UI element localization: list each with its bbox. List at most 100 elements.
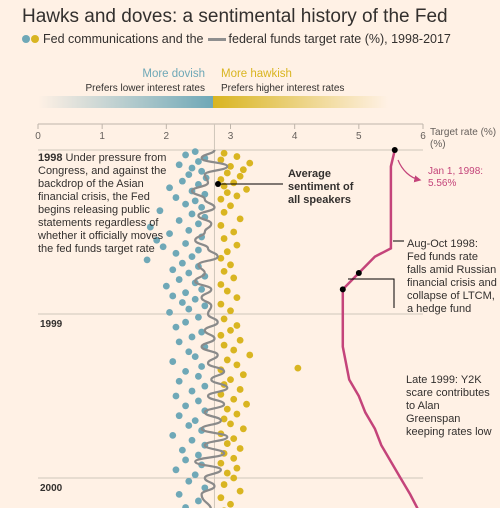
dovish-dot <box>198 328 206 336</box>
hawkish-dot <box>217 176 225 183</box>
year-label: 1999 <box>40 319 63 330</box>
dovish-dot <box>169 292 177 300</box>
dovish-dot <box>188 333 196 341</box>
dovish-dot <box>191 148 199 156</box>
dovish-dot <box>188 253 196 260</box>
dovish-dot <box>178 177 186 185</box>
legend-dovish-label: More dovish <box>142 68 205 80</box>
jan-label: Jan 1, 1998: 5.56% <box>428 166 484 189</box>
dovish-dot <box>185 226 193 234</box>
hawkish-dot <box>236 386 244 393</box>
legend-dovish-bar <box>38 96 213 108</box>
dovish-dot <box>178 446 186 454</box>
dovish-dot <box>191 417 199 424</box>
hawkish-dot <box>230 435 238 443</box>
dovish-dot <box>175 377 183 385</box>
dovish-dot <box>166 184 173 192</box>
dovish-dot <box>172 466 180 474</box>
hawkish-dot <box>236 172 244 180</box>
late1999-text: Late 1999: Y2K scare contributes to Alan… <box>406 374 492 438</box>
hawkish-dot <box>220 235 228 242</box>
dovish-dot <box>185 171 193 179</box>
hawkish-dot <box>220 341 228 349</box>
hawkish-dot <box>230 346 238 354</box>
dovish-dot <box>198 363 206 370</box>
hawkish-dot <box>236 445 244 452</box>
hawkish-dot <box>223 189 231 197</box>
dovish-dot <box>182 151 189 159</box>
dovish-dot <box>166 230 173 238</box>
dovish-dot <box>175 338 183 346</box>
dovish-dot <box>198 286 206 293</box>
average-label-line1: Average <box>288 168 331 180</box>
rate-line-swatch-icon <box>207 37 226 41</box>
hawkish-dot <box>217 156 225 164</box>
hawkish-dot <box>223 287 231 295</box>
hawkish-dot <box>294 364 302 372</box>
hawkish-dot <box>217 300 225 308</box>
intro-text: Under pressure from Congress, and agains… <box>38 152 167 255</box>
hawkish-dot <box>227 500 234 508</box>
x-axis-label: Target rate (%) <box>430 127 496 138</box>
hawkish-dot <box>223 405 231 413</box>
rate-callout-marker <box>391 147 398 153</box>
dovish-dot <box>175 217 183 224</box>
dovish-dot-icon <box>22 35 30 43</box>
hawkish-dot <box>220 315 228 323</box>
dovish-dot <box>172 392 180 400</box>
dovish-dot <box>175 412 183 420</box>
dovish-dot <box>198 204 206 211</box>
dovish-dot <box>195 497 202 505</box>
dovish-dot <box>188 387 196 395</box>
hawkish-dot <box>246 351 254 359</box>
dovish-dot <box>169 266 177 274</box>
dovish-dot <box>146 223 154 231</box>
rate-callout-marker <box>355 270 362 276</box>
dovish-dot <box>185 477 193 485</box>
dovish-dot <box>188 210 196 218</box>
hawkish-dot <box>217 195 225 203</box>
dovish-dot <box>182 456 189 464</box>
dovish-dot <box>169 431 177 439</box>
jan-callout-arrow <box>397 159 422 183</box>
dovish-dot <box>178 259 186 267</box>
hawkish-dot <box>236 215 244 223</box>
hawkish-dot <box>223 356 231 364</box>
subtitle-part1: Fed communications and the <box>43 32 204 46</box>
hawkish-dot <box>239 371 247 379</box>
dovish-dot <box>185 269 193 277</box>
dovish-dot <box>191 295 199 303</box>
dovish-dot <box>153 236 161 244</box>
hawkish-dot <box>233 153 241 160</box>
dovish-dot <box>175 276 183 283</box>
dovish-dot <box>195 451 202 459</box>
dovish-dot <box>175 161 183 169</box>
dovish-dot <box>182 289 189 297</box>
legend-hawkish-bar <box>213 96 388 108</box>
dovish-dot <box>185 348 193 356</box>
hawkish-dot <box>239 425 247 433</box>
hawkish-dot <box>230 228 238 236</box>
hawkish-dot <box>246 159 254 167</box>
dovish-dot <box>195 220 202 228</box>
hawkish-dot <box>220 481 228 488</box>
dovish-dot <box>159 243 167 251</box>
hawkish-dot-icon <box>31 35 39 43</box>
hawkish-dot <box>227 202 234 210</box>
hawkish-dot <box>233 410 241 418</box>
hawkish-dot <box>233 294 241 301</box>
late1999-note: Late 1999: Y2K scare contributes to Alan… <box>406 374 496 439</box>
average-label-line2: sentiment of <box>288 181 354 193</box>
average-sentiment-line <box>190 149 229 508</box>
dovish-dot <box>182 240 189 247</box>
hawkish-dot <box>217 254 225 262</box>
dovish-dot <box>182 504 189 508</box>
hawkish-dot <box>220 208 228 216</box>
dovish-dot <box>195 158 202 165</box>
dovish-dot <box>182 200 189 208</box>
intro-year: 1998 <box>38 152 63 164</box>
hawkish-dot <box>236 487 244 495</box>
subtitle-part2: federal funds target rate (%), 1998-2017 <box>228 32 451 46</box>
dovish-dot <box>188 436 196 444</box>
average-label-line3: all speakers <box>288 194 351 206</box>
